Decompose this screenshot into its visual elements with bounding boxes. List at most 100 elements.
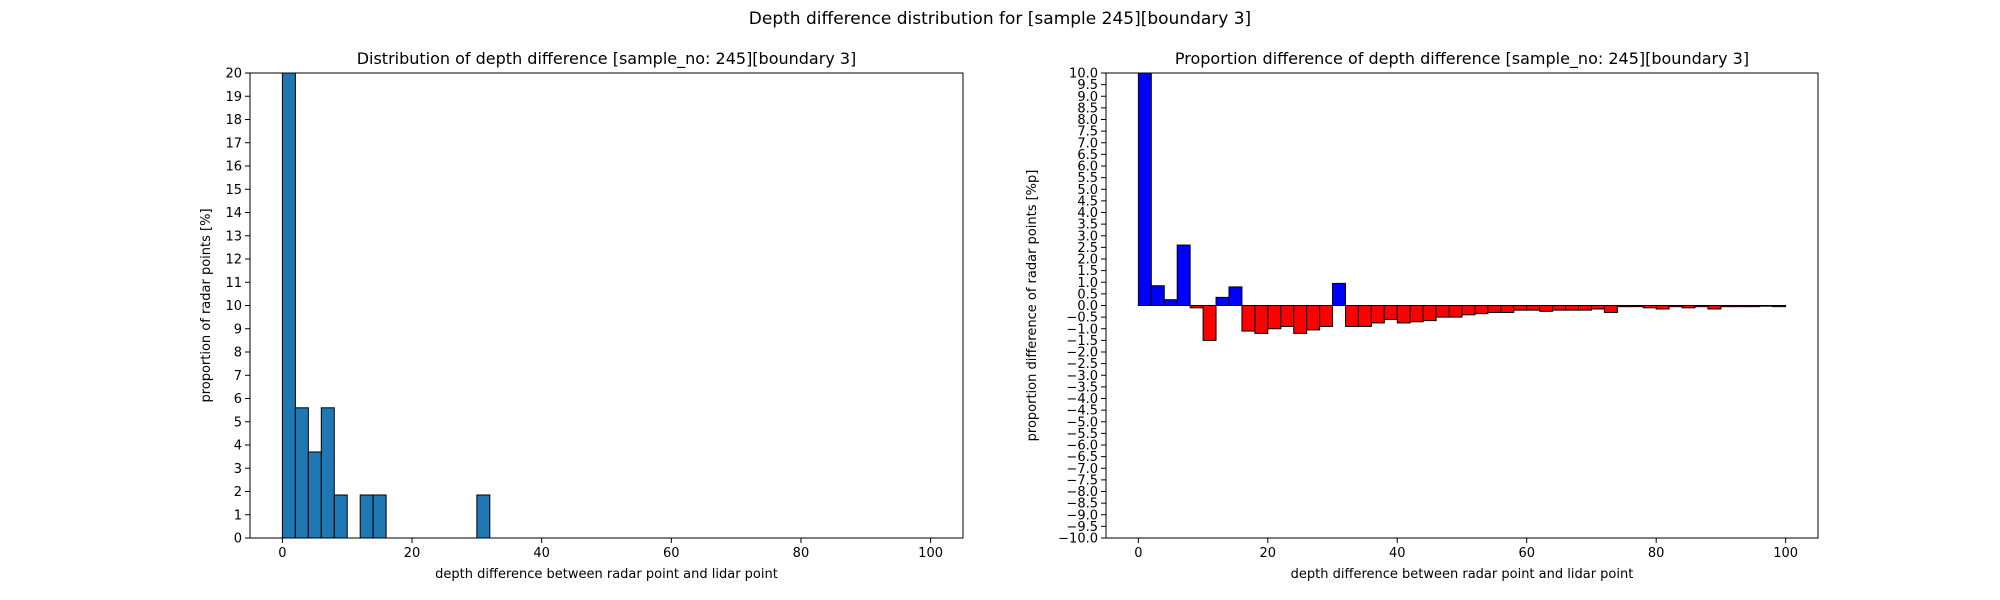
bar: [1370, 305, 1385, 324]
y-tick-label: 3: [234, 462, 242, 477]
y-tick-label: 3.0: [1077, 229, 1098, 244]
y-tick-label: 20: [225, 67, 242, 82]
y-tick-label: −5.5: [1066, 427, 1098, 442]
bar: [1215, 296, 1230, 306]
bar: [294, 407, 309, 539]
y-tick-label: 3.5: [1077, 218, 1098, 233]
bar: [1720, 305, 1735, 308]
bar: [1241, 305, 1256, 332]
bar: [320, 407, 335, 539]
y-tick-label: 9.0: [1077, 90, 1098, 105]
bar: [281, 72, 296, 539]
y-tick-label: 4.5: [1077, 194, 1098, 209]
y-tick-label: 7: [234, 369, 242, 384]
x-tick-label: 100: [918, 546, 943, 561]
bar: [1772, 305, 1787, 308]
bar: [1435, 305, 1450, 318]
bar: [1565, 305, 1580, 311]
bar: [1293, 305, 1308, 334]
bar: [1357, 305, 1372, 327]
left-histogram-panel: 0 20 40 60 80 1000123456789101112131415161718…: [199, 49, 964, 582]
y-tick-label: 18: [225, 113, 242, 128]
y-tick-label: 0.0: [1077, 299, 1098, 314]
y-tick-label: 13: [225, 229, 242, 244]
y-tick-label: 7.0: [1077, 136, 1098, 151]
bar: [1461, 305, 1476, 316]
y-tick-label: −6.5: [1066, 450, 1098, 465]
bar: [359, 494, 374, 539]
x-tick-label: 60: [663, 546, 680, 561]
bar: [1694, 305, 1709, 308]
axes-frame: [249, 72, 964, 539]
x-axis-label: depth difference between radar point and…: [1291, 567, 1634, 582]
y-tick-label: 4: [234, 439, 242, 454]
y-tick-label: −2.0: [1066, 346, 1098, 361]
x-tick-label: 40: [533, 546, 550, 561]
bar: [1629, 305, 1644, 308]
bar: [1409, 305, 1424, 323]
bar: [1616, 305, 1631, 308]
bar: [1655, 305, 1670, 310]
x-tick-label: 80: [1648, 546, 1665, 561]
bar: [1526, 305, 1541, 311]
x-tick-label: 20: [404, 546, 421, 561]
y-axis-label: proportion of radar points [%]: [199, 208, 214, 402]
y-tick-label: −7.0: [1066, 462, 1098, 477]
y-tick-label: 12: [225, 253, 242, 268]
right-difference-panel: 0 20 40 60 80 100 10.09.59.08.58.07.57.06.56.0…: [1025, 49, 1819, 582]
y-tick-label: −1.5: [1066, 334, 1098, 349]
y-tick-label: 14: [225, 206, 242, 221]
y-tick-label: −3.0: [1066, 369, 1098, 384]
y-tick-label: 5.0: [1077, 183, 1098, 198]
bar: [1552, 305, 1567, 311]
y-tick-label: −4.0: [1066, 392, 1098, 407]
y-tick-label: 2.5: [1077, 241, 1098, 256]
y-tick-label: 2: [234, 485, 242, 500]
y-tick-label: 6.5: [1077, 148, 1098, 163]
y-tick-label: −4.5: [1066, 404, 1098, 419]
bar: [1590, 305, 1605, 310]
y-tick-label: 9: [234, 322, 242, 337]
bar: [1474, 305, 1489, 315]
bar: [476, 494, 491, 539]
y-tick-label: 1.5: [1077, 264, 1098, 279]
y-tick-label: −5.0: [1066, 415, 1098, 430]
bar: [307, 451, 322, 539]
bar: [372, 494, 387, 539]
bar: [1539, 305, 1554, 312]
bar: [1513, 305, 1528, 311]
bar: [1163, 299, 1178, 306]
bar: [1603, 305, 1618, 313]
x-tick-label: 100: [1773, 546, 1798, 561]
bar: [1759, 305, 1774, 307]
y-tick-label: −8.5: [1066, 497, 1098, 512]
y-tick-label: 2.0: [1077, 253, 1098, 268]
y-tick-label: 7.5: [1077, 125, 1098, 140]
bar: [1176, 244, 1191, 307]
x-tick-label: 0: [1134, 546, 1142, 561]
bar: [1267, 305, 1282, 330]
bar: [1137, 72, 1152, 306]
y-tick-label: −2.5: [1066, 357, 1098, 372]
bar: [1383, 305, 1398, 320]
bar: [1668, 305, 1683, 308]
axes-title: Proportion difference of depth differenc…: [1175, 49, 1749, 69]
y-tick-label: −8.0: [1066, 485, 1098, 500]
axes-title: Distribution of depth difference [sample…: [357, 49, 857, 69]
y-tick-label: −3.5: [1066, 380, 1098, 395]
x-tick-label: 0: [278, 546, 286, 561]
y-tick-label: −0.5: [1066, 311, 1098, 326]
bar: [1681, 305, 1696, 309]
bar: [1422, 305, 1437, 322]
bar: [1228, 286, 1243, 306]
y-tick-label: −9.0: [1066, 508, 1098, 523]
y-tick-label: 15: [225, 183, 242, 198]
bar: [1746, 305, 1761, 308]
figure-suptitle: Depth difference distribution for [sampl…: [748, 9, 1252, 29]
x-axis-label: depth difference between radar point and…: [435, 567, 778, 582]
y-tick-label: 1.0: [1077, 276, 1098, 291]
bar: [1487, 305, 1502, 313]
bar: [1578, 305, 1592, 311]
bar: [1280, 305, 1295, 327]
bar: [1396, 305, 1411, 324]
